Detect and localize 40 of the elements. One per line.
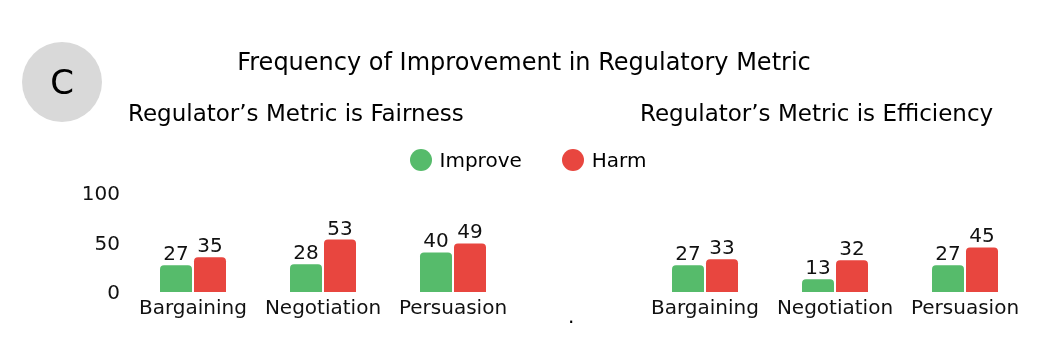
chart-subtitle: Regulator’s Metric is Efficiency — [640, 100, 995, 126]
x-tick-label: Negotiation — [264, 295, 382, 320]
x-tick-label: Negotiation — [776, 295, 894, 320]
legend-label: Harm — [591, 148, 647, 172]
data-label: 40 — [423, 228, 449, 253]
bar — [966, 247, 998, 292]
bar — [160, 265, 192, 292]
text: . — [568, 304, 575, 328]
bar — [324, 239, 356, 292]
text: C — [22, 42, 102, 122]
chart-subtitle: Regulator’s Metric is Fairness — [128, 100, 465, 126]
data-label: 27 — [935, 241, 961, 266]
x-tick-label: Persuasion — [398, 295, 508, 320]
bar — [836, 260, 868, 292]
bar — [194, 257, 226, 292]
bar — [706, 259, 738, 292]
bar — [802, 279, 834, 292]
bar — [672, 265, 704, 292]
x-tick-label: Bargaining — [139, 295, 247, 320]
data-label: 27 — [675, 241, 701, 266]
x-tick-label: Bargaining — [651, 295, 759, 320]
data-label: 49 — [457, 219, 483, 244]
data-label: 53 — [327, 215, 353, 240]
legend-label: Improve — [439, 148, 522, 172]
y-tick-label: 0 — [107, 280, 120, 305]
data-label: 35 — [197, 233, 223, 258]
bar — [290, 264, 322, 292]
data-label: 27 — [163, 241, 189, 266]
data-label: 33 — [709, 235, 735, 260]
data-label: 28 — [293, 240, 319, 265]
bar — [454, 243, 486, 292]
data-label: 13 — [805, 255, 831, 280]
chart-title: Frequency of Improvement in Regulatory Metric — [237, 48, 811, 76]
y-tick-label: 50 — [94, 230, 120, 255]
y-tick-label: 100 — [81, 181, 120, 206]
bar — [420, 252, 452, 292]
data-label: 32 — [839, 236, 865, 261]
data-label: 45 — [969, 223, 995, 248]
x-tick-label: Persuasion — [910, 295, 1020, 320]
bar — [932, 265, 964, 292]
